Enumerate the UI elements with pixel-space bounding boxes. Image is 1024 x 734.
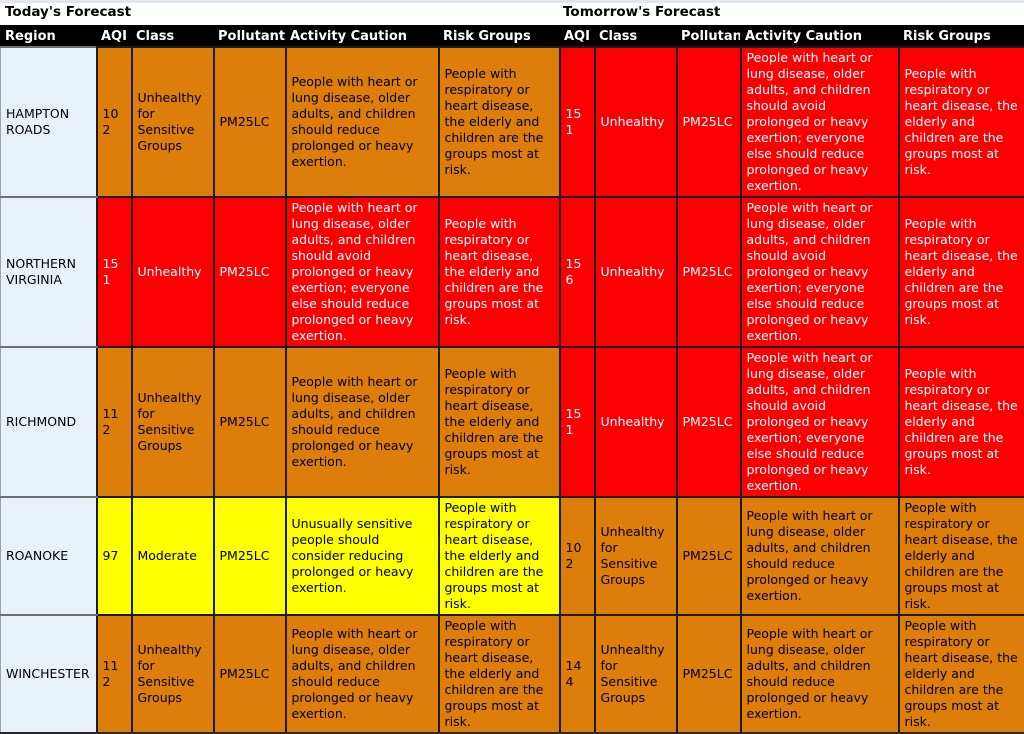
tomorrow-pollutant-cell: PM25LC [677,197,741,347]
today-activity-cell: People with heart or lung disease, older… [286,197,439,347]
today-activity-cell: Unusually sensitive people should consid… [286,497,439,615]
tomorrow-aqi-cell: 151 [560,47,595,197]
region-cell: ROANOKE [1,497,97,615]
tomorrow-forecast-title: Tomorrow's Forecast [563,4,720,20]
tomorrow-aqi-cell: 151 [560,347,595,497]
col-header-today-pollutant: Pollutant [214,26,286,48]
today-risk-cell: People with respiratory or heart disease… [439,47,560,197]
col-header-tomorrow-risk: Risk Groups [899,26,1024,48]
tomorrow-activity-cell: People with heart or lung disease, older… [741,197,899,347]
table-header-row: Region AQI Class Pollutant Activity Caut… [1,26,1024,48]
tomorrow-pollutant-cell: PM25LC [677,47,741,197]
today-aqi-cell: 112 [97,347,132,497]
col-header-tomorrow-aqi: AQI [560,26,595,48]
today-class-cell: Moderate [132,497,214,615]
tomorrow-pollutant-cell: PM25LC [677,615,741,733]
col-header-tomorrow-class: Class [595,26,677,48]
today-aqi-cell: 102 [97,47,132,197]
forecast-title-bar: Today's Forecast Tomorrow's Forecast [0,3,1024,25]
today-forecast-title: Today's Forecast [5,4,131,20]
tomorrow-activity-cell: People with heart or lung disease, older… [741,47,899,197]
tomorrow-activity-cell: People with heart or lung disease, older… [741,497,899,615]
tomorrow-class-cell: Unhealthy for Sensitive Groups [595,615,677,733]
tomorrow-class-cell: Unhealthy [595,47,677,197]
today-aqi-cell: 151 [97,197,132,347]
air-quality-forecast-table: Region AQI Class Pollutant Activity Caut… [0,25,1024,734]
today-class-cell: Unhealthy for Sensitive Groups [132,47,214,197]
today-pollutant-cell: PM25LC [214,47,286,197]
today-aqi-cell: 112 [97,615,132,733]
tomorrow-aqi-cell: 156 [560,197,595,347]
today-activity-cell: People with heart or lung disease, older… [286,347,439,497]
region-cell: WINCHESTER [1,615,97,733]
col-header-today-activity: Activity Caution [286,26,439,48]
col-header-region: Region [1,26,97,48]
tomorrow-risk-cell: People with respiratory or heart disease… [899,497,1024,615]
region-cell: NORTHERN VIRGINIA [1,197,97,347]
today-class-cell: Unhealthy [132,197,214,347]
tomorrow-risk-cell: People with respiratory or heart disease… [899,47,1024,197]
tomorrow-risk-cell: People with respiratory or heart disease… [899,615,1024,733]
tomorrow-risk-cell: People with respiratory or heart disease… [899,347,1024,497]
today-risk-cell: People with respiratory or heart disease… [439,615,560,733]
col-header-today-aqi: AQI [97,26,132,48]
region-cell: HAMPTON ROADS [1,47,97,197]
today-risk-cell: People with respiratory or heart disease… [439,497,560,615]
col-header-tomorrow-pollutant: Pollutant [677,26,741,48]
today-risk-cell: People with respiratory or heart disease… [439,347,560,497]
today-class-cell: Unhealthy for Sensitive Groups [132,347,214,497]
tomorrow-class-cell: Unhealthy [595,197,677,347]
tomorrow-aqi-cell: 102 [560,497,595,615]
tomorrow-activity-cell: People with heart or lung disease, older… [741,615,899,733]
col-header-today-class: Class [132,26,214,48]
col-header-today-risk: Risk Groups [439,26,560,48]
today-risk-cell: People with respiratory or heart disease… [439,197,560,347]
today-activity-cell: People with heart or lung disease, older… [286,47,439,197]
today-aqi-cell: 97 [97,497,132,615]
tomorrow-aqi-cell: 144 [560,615,595,733]
today-pollutant-cell: PM25LC [214,497,286,615]
today-pollutant-cell: PM25LC [214,197,286,347]
today-pollutant-cell: PM25LC [214,347,286,497]
today-class-cell: Unhealthy for Sensitive Groups [132,615,214,733]
tomorrow-pollutant-cell: PM25LC [677,347,741,497]
today-activity-cell: People with heart or lung disease, older… [286,615,439,733]
today-pollutant-cell: PM25LC [214,615,286,733]
tomorrow-class-cell: Unhealthy [595,347,677,497]
tomorrow-activity-cell: People with heart or lung disease, older… [741,347,899,497]
tomorrow-pollutant-cell: PM25LC [677,497,741,615]
tomorrow-risk-cell: People with respiratory or heart disease… [899,197,1024,347]
region-cell: RICHMOND [1,347,97,497]
col-header-tomorrow-activity: Activity Caution [741,26,899,48]
tomorrow-class-cell: Unhealthy for Sensitive Groups [595,497,677,615]
